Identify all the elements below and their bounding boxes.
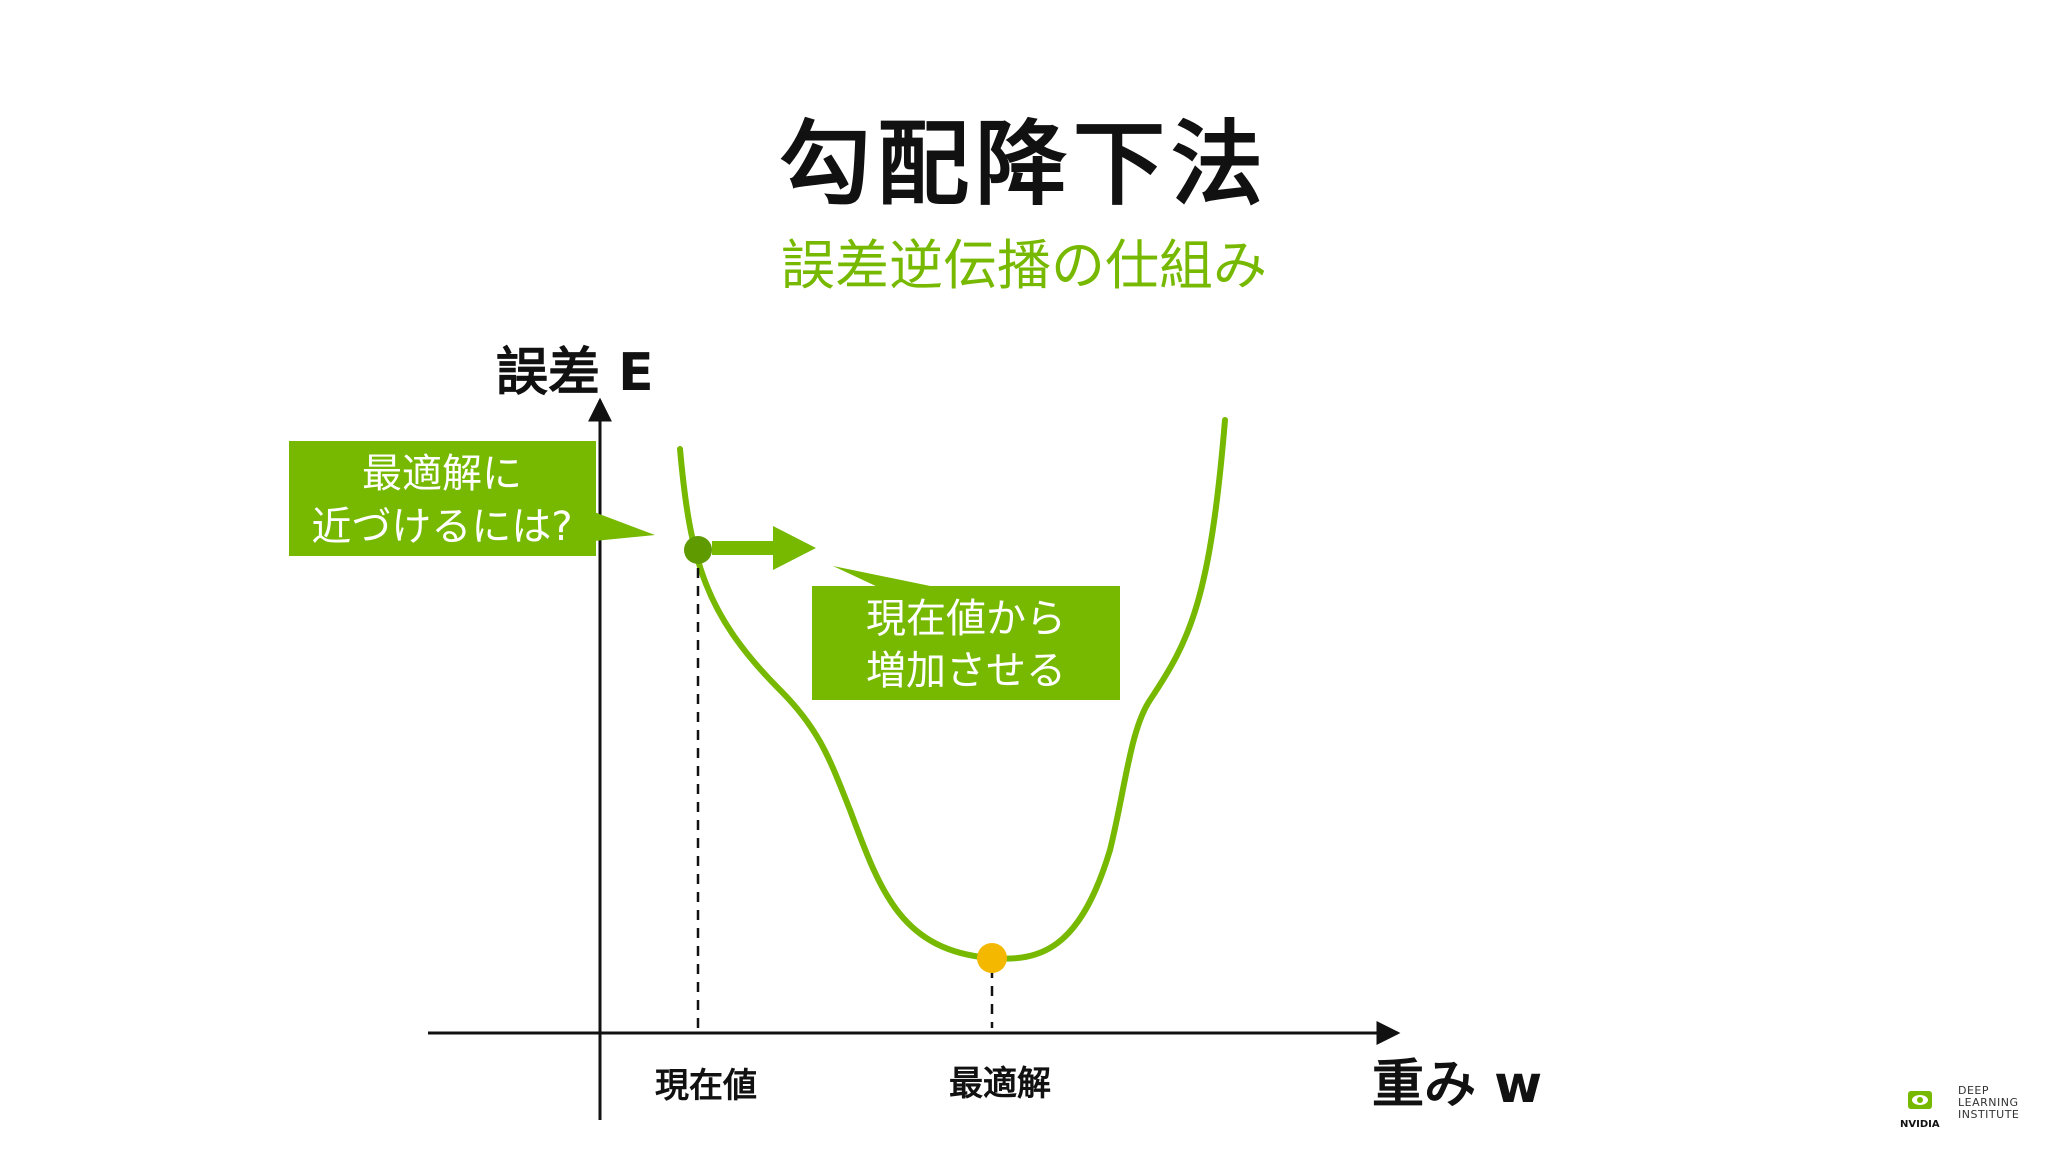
callout-left-line2: 近づけるには? <box>311 504 572 550</box>
callout-right: 現在値から 増加させる <box>812 566 1120 700</box>
callout-left: 最適解に 近づけるには? <box>289 441 655 556</box>
optimal-point <box>977 943 1007 973</box>
slide-subtitle: 誤差逆伝播の仕組み <box>781 234 1267 297</box>
callout-left-line1: 最適解に <box>362 451 522 497</box>
x-tick-current: 現在値 <box>655 1066 757 1106</box>
nvidia-brand-text: NVIDIA <box>1900 1119 1940 1130</box>
nvidia-eye-icon: NVIDIA <box>1900 1091 1940 1130</box>
y-axis-label: 誤差 E <box>496 343 654 403</box>
callout-right-line1: 現在値から <box>866 596 1066 642</box>
slide-title: 勾配降下法 <box>778 111 1269 218</box>
nvidia-dli-logo: NVIDIA DEEP LEARNING INSTITUTE <box>1900 1085 2030 1131</box>
callout-right-line2: 増加させる <box>866 648 1066 694</box>
dli-line2: LEARNING <box>1958 1096 2019 1109</box>
x-tick-optimal: 最適解 <box>949 1064 1051 1104</box>
current-point <box>684 536 712 564</box>
x-axis-label: 重み w <box>1372 1055 1542 1115</box>
increase-arrow-head <box>773 526 816 570</box>
dli-line3: INSTITUTE <box>1958 1108 2020 1121</box>
dli-text: DEEP LEARNING INSTITUTE <box>1958 1085 2019 1121</box>
dli-line1: DEEP <box>1958 1084 1990 1097</box>
